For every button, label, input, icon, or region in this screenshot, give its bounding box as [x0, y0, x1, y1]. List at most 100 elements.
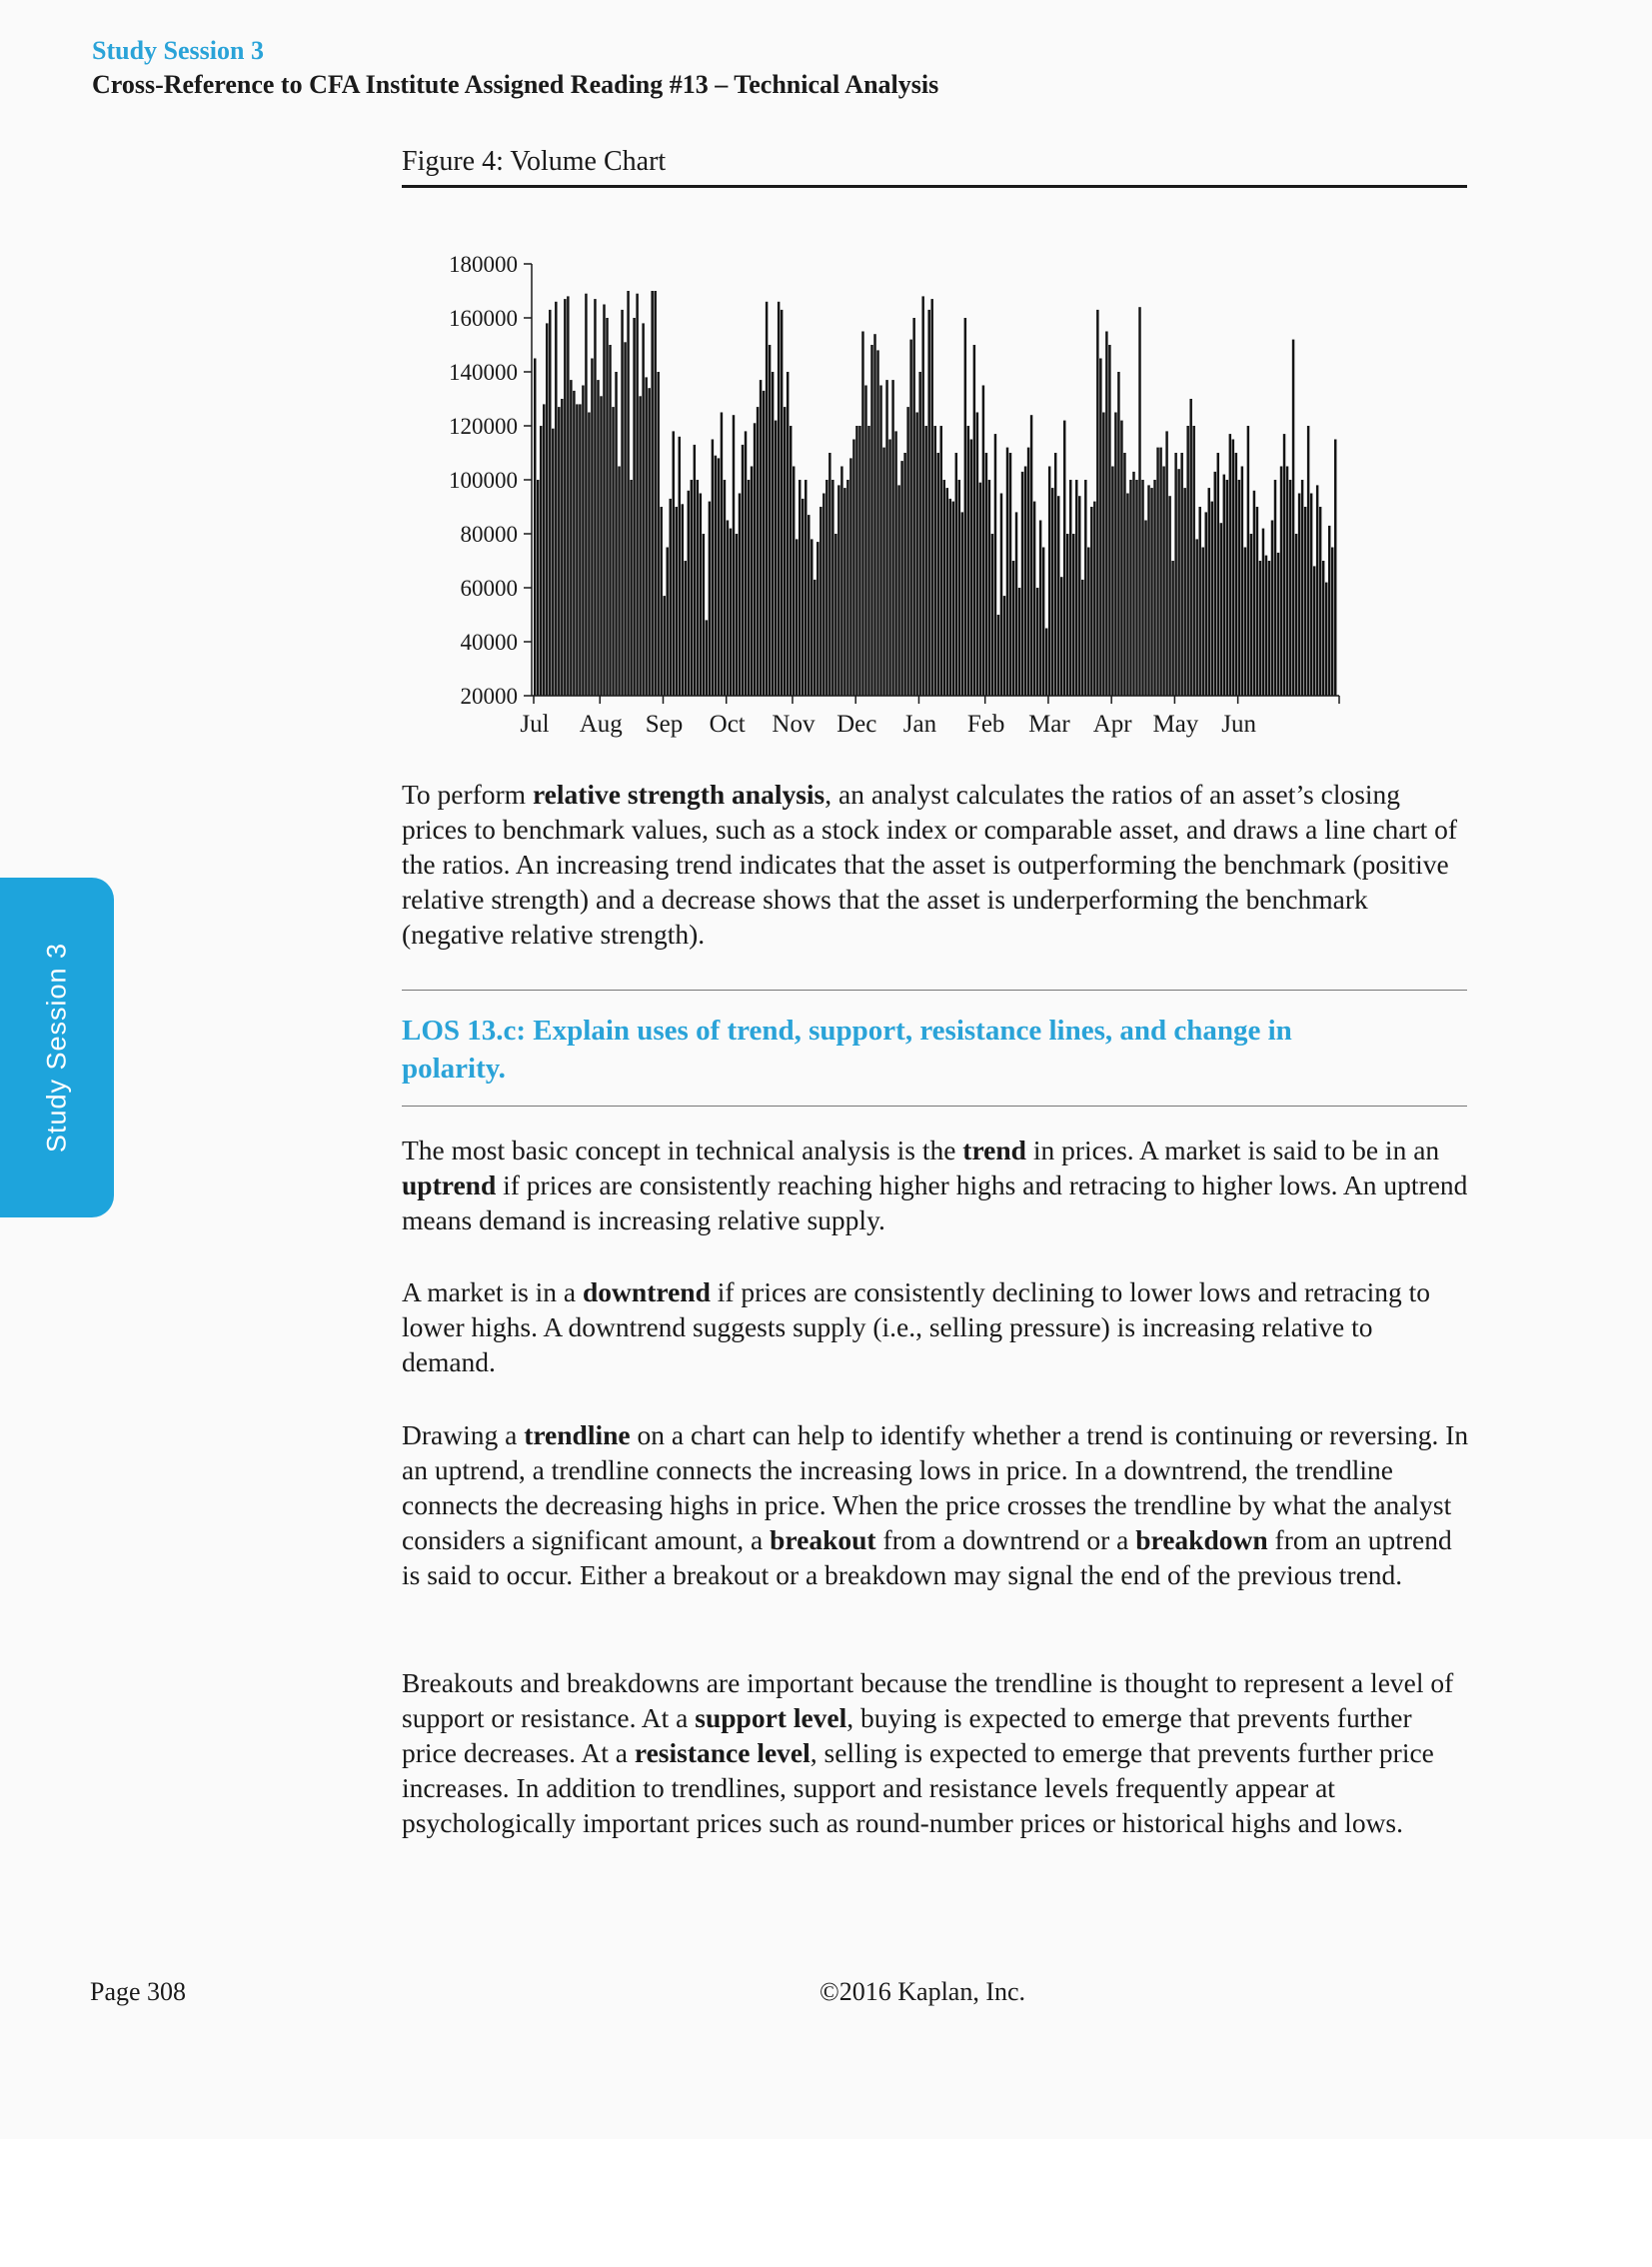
- y-tick-label: 60000: [461, 576, 519, 601]
- volume-bar: [930, 299, 933, 696]
- volume-bar: [579, 404, 582, 696]
- volume-bars: [534, 291, 1337, 696]
- volume-bar: [690, 480, 694, 696]
- volume-bar: [915, 412, 918, 696]
- volume-bar: [1330, 547, 1334, 696]
- volume-bar: [1078, 496, 1081, 696]
- volume-bar: [1213, 471, 1217, 696]
- volume-bar: [1186, 426, 1189, 696]
- volume-bar: [814, 579, 817, 696]
- volume-bar: [1333, 439, 1337, 696]
- volume-bar: [705, 620, 709, 696]
- los-rule-bottom: [402, 1106, 1467, 1107]
- volume-bar: [823, 493, 826, 696]
- volume-bar: [1297, 493, 1301, 696]
- bold-term: trend: [962, 1134, 1026, 1165]
- volume-bar: [717, 458, 721, 696]
- volume-bar: [621, 309, 624, 696]
- volume-bar: [672, 431, 675, 696]
- volume-bar: [768, 345, 772, 696]
- volume-bar: [798, 480, 802, 696]
- volume-bar: [780, 309, 784, 696]
- volume-bar: [675, 507, 678, 696]
- volume-bar: [588, 412, 591, 696]
- volume-bar: [723, 480, 727, 696]
- volume-bar: [1056, 496, 1060, 696]
- volume-bar: [811, 539, 814, 696]
- volume-bar: [1234, 453, 1238, 696]
- volume-bar: [711, 439, 715, 696]
- volume-bar: [546, 323, 549, 696]
- volume-bar: [808, 515, 811, 696]
- volume-bar: [615, 372, 618, 696]
- volume-bar: [741, 444, 745, 696]
- y-tick-label: 180000: [449, 252, 518, 277]
- volume-bar: [1059, 577, 1063, 696]
- copyright: ©2016 Kaplan, Inc.: [820, 1977, 1026, 2006]
- volume-bar: [1276, 552, 1280, 696]
- volume-bar: [1090, 507, 1093, 696]
- volume-bar: [1165, 431, 1168, 696]
- volume-bar: [1053, 453, 1057, 696]
- volume-bar: [1023, 466, 1027, 696]
- volume-bar: [897, 485, 900, 696]
- volume-bar: [591, 358, 594, 696]
- volume-bar: [1050, 488, 1054, 696]
- volume-bar: [888, 439, 891, 696]
- volume-bar: [1065, 534, 1069, 696]
- volume-bar: [1044, 628, 1048, 696]
- volume-bar: [1135, 480, 1138, 696]
- volume-bar: [1231, 439, 1235, 696]
- volume-bar: [771, 372, 775, 696]
- volume-bar: [945, 488, 949, 696]
- volume-bar: [657, 372, 660, 696]
- volume-bar: [666, 547, 669, 696]
- volume-bar: [567, 296, 570, 696]
- volume-bar: [753, 423, 757, 696]
- paragraph-trend: The most basic concept in technical anal…: [402, 1133, 1469, 1237]
- volume-bar: [639, 396, 642, 696]
- volume-bar: [549, 309, 552, 696]
- volume-bar: [1207, 488, 1210, 696]
- volume-bar: [624, 342, 627, 696]
- volume-bar: [963, 318, 967, 696]
- volume-bar: [1201, 547, 1204, 696]
- volume-bar: [543, 404, 546, 696]
- volume-bar: [1020, 471, 1024, 696]
- bold-term: breakout: [770, 1524, 876, 1555]
- volume-bar: [765, 301, 769, 696]
- volume-bar: [576, 404, 579, 696]
- volume-bar: [534, 358, 537, 696]
- x-tick-label: Apr: [1093, 711, 1133, 738]
- volume-bar: [1105, 331, 1108, 696]
- volume-bar: [1084, 480, 1087, 696]
- volume-bar: [837, 485, 840, 696]
- volume-bar: [981, 385, 985, 696]
- volume-bar: [1108, 345, 1111, 696]
- volume-bar: [1315, 485, 1319, 696]
- bold-term: uptrend: [402, 1169, 497, 1200]
- x-tick-label: Dec: [836, 711, 876, 738]
- bold-term: downtrend: [583, 1276, 711, 1307]
- volume-bar: [744, 431, 748, 696]
- volume-bar: [1240, 466, 1244, 696]
- text-run: Breakouts and breakdowns are important b…: [402, 1667, 1454, 1733]
- volume-bar: [861, 331, 864, 696]
- volume-bar: [1150, 488, 1153, 696]
- volume-bar: [960, 512, 964, 696]
- volume-bar: [894, 431, 897, 696]
- volume-bar: [1177, 469, 1180, 696]
- volume-bar: [828, 453, 831, 696]
- volume-bar: [663, 596, 666, 696]
- paragraph-support-resistance: Breakouts and breakdowns are important b…: [402, 1665, 1469, 1840]
- bold-term: relative strength analysis: [532, 779, 826, 810]
- y-tick-label: 20000: [461, 684, 519, 709]
- volume-bar: [870, 345, 873, 696]
- volume-bar: [820, 507, 823, 696]
- volume-bar: [1035, 588, 1039, 696]
- volume-bar: [957, 480, 961, 696]
- volume-bar: [1318, 507, 1322, 696]
- volume-bar: [699, 493, 703, 696]
- volume-bar: [756, 407, 760, 696]
- bold-term: resistance level: [634, 1737, 811, 1768]
